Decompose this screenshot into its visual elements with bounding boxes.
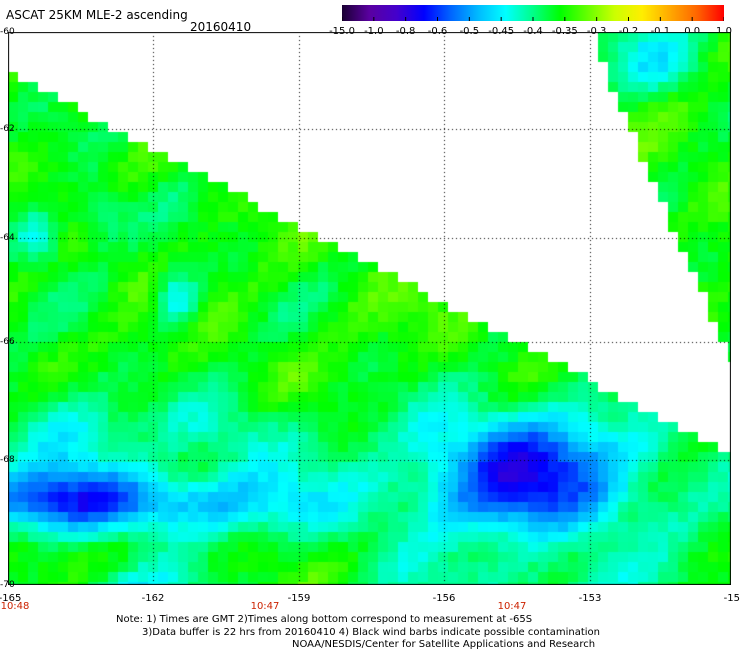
colorbar <box>342 5 724 21</box>
longitude-label: -156 <box>433 593 456 604</box>
longitude-label: -159 <box>288 593 311 604</box>
time-label: 10:47 <box>498 601 527 612</box>
latitude-label: -62 <box>0 124 15 134</box>
latitude-label: -70 <box>0 580 15 590</box>
note-line-3: NOAA/NESDIS/Center for Satellite Applica… <box>292 639 595 650</box>
latitude-label: -66 <box>0 337 15 347</box>
latitude-label: -68 <box>0 455 15 465</box>
note-line-1: Note: 1) Times are GMT 2)Times along bot… <box>116 614 532 625</box>
time-label: 10:48 <box>1 601 30 612</box>
latitude-label: -60 <box>0 27 15 37</box>
longitude-label: -162 <box>142 593 165 604</box>
wind-scalar-map <box>8 32 731 585</box>
time-label: 10:47 <box>251 601 280 612</box>
longitude-label: -150 <box>724 593 740 604</box>
product-title: ASCAT 25KM MLE-2 ascending <box>6 8 188 22</box>
longitude-label: -153 <box>579 593 602 604</box>
note-line-2: 3)Data buffer is 22 hrs from 20160410 4)… <box>142 627 600 638</box>
latitude-label: -64 <box>0 233 15 243</box>
